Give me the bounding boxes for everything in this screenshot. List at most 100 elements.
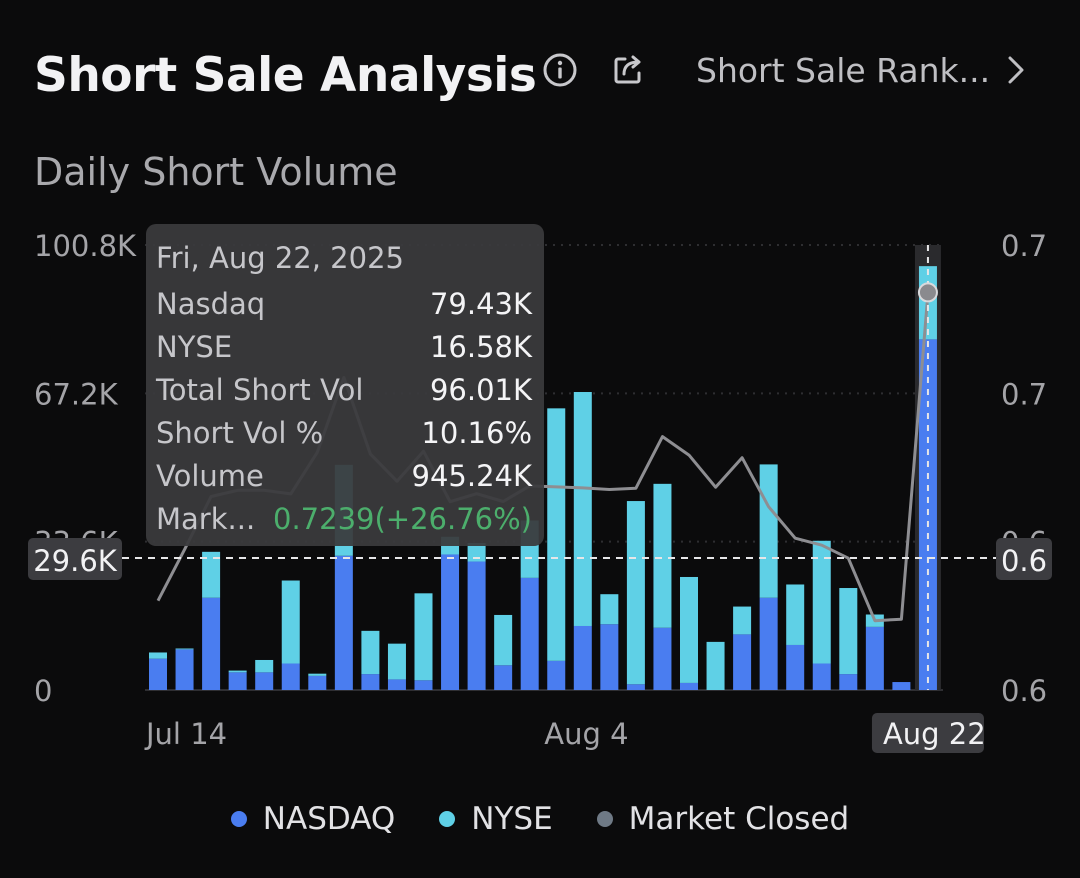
bar-nasdaq (228, 672, 247, 690)
x-tick-label: Aug 4 (544, 717, 628, 751)
tooltip-label: Mark... (156, 502, 256, 536)
bar-nyse (547, 408, 566, 661)
legend-dot-market-closed (596, 811, 613, 827)
chevron-right-icon (1006, 54, 1026, 86)
crosshair-right-label-bg (996, 538, 1052, 580)
tooltip-label: Short Vol % (156, 416, 324, 450)
bar-nasdaq (361, 674, 380, 690)
bar-nasdaq (387, 679, 406, 690)
y-right-tick-label: 0.6 (1001, 674, 1047, 708)
bar-nasdaq (441, 554, 460, 690)
tooltip-row-short-vol-pct: Short Vol % 10.16% (156, 412, 532, 455)
y-right-tick-label: 0.7 (1001, 229, 1047, 263)
bar-nasdaq (759, 597, 778, 690)
bar-nasdaq (786, 644, 805, 690)
x-tick-label: Aug 22 (883, 717, 986, 751)
bar-nasdaq (839, 674, 858, 690)
crosshair-right-value: 0.6 (1001, 544, 1047, 578)
bar-nasdaq (573, 625, 592, 690)
bar-nyse (387, 643, 406, 680)
bar-nasdaq (600, 624, 619, 690)
legend-item-nyse[interactable]: NYSE (439, 801, 553, 837)
tooltip-row-volume: Volume 945.24K (156, 455, 532, 498)
bar-nasdaq (414, 680, 433, 690)
y-left-tick-label: 0 (34, 674, 52, 708)
bar-nasdaq (494, 665, 513, 690)
tooltip-date: Fri, Aug 22, 2025 (156, 241, 404, 275)
selected-price-point (917, 282, 938, 303)
tooltip-label: Volume (156, 459, 264, 493)
tooltip-value: 945.24K (411, 459, 533, 493)
y-left-tick-label: 100.8K (34, 229, 137, 263)
x-selected-label-bg (871, 713, 984, 753)
header: Short Sale Analysis Short Sale Rank... (34, 40, 1050, 110)
tooltip-row-nasdaq: Nasdaq 79.43K (156, 283, 532, 326)
bar-nasdaq (149, 658, 167, 690)
bar-nyse (786, 584, 805, 645)
bar-nyse (839, 588, 858, 675)
bar-nasdaq (520, 577, 539, 690)
legend-dot-nyse (439, 811, 456, 827)
bar-nasdaq (733, 634, 752, 690)
bar-nyse (653, 483, 672, 628)
info-icon[interactable] (542, 52, 578, 88)
bar-nasdaq (892, 682, 911, 690)
tooltip-value: 16.58K (429, 330, 532, 364)
bar-nasdaq (281, 663, 300, 690)
bar-nyse (414, 593, 433, 681)
bar-nyse (308, 673, 327, 676)
bar-nyse (494, 614, 513, 666)
chart-legend: NASDAQ NYSE Market Closed (0, 798, 1080, 840)
bar-nasdaq (812, 663, 831, 690)
short-sale-rank-link[interactable]: Short Sale Rank... (696, 48, 1046, 92)
bar-nasdaq (308, 675, 327, 690)
bar-nyse (812, 540, 831, 664)
bar-nasdaq (865, 626, 884, 690)
short-sale-rank-label: Short Sale Rank... (696, 50, 991, 90)
bar-nyse (600, 594, 619, 625)
tooltip-label: Nasdaq (156, 287, 266, 321)
share-icon[interactable] (610, 52, 646, 88)
bar-nasdaq (202, 597, 221, 690)
tooltip-label: Total Short Vol (156, 373, 364, 407)
y-right-tick-label: 0.7 (1001, 377, 1047, 411)
bar-nasdaq (680, 682, 698, 690)
bar-nasdaq (255, 672, 274, 690)
legend-item-market-closed[interactable]: Market Closed (596, 801, 850, 837)
legend-label: NYSE (471, 801, 553, 837)
tooltip-row-total-short-vol: Total Short Vol 96.01K (156, 369, 532, 412)
bar-nyse (228, 670, 247, 673)
tooltip-label: NYSE (156, 330, 233, 364)
bar-nasdaq (626, 684, 645, 690)
bar-nyse (202, 551, 221, 598)
tooltip-row-market-price: Mark... 0.7239(+26.76%) (156, 498, 532, 541)
tooltip-row-nyse: NYSE 16.58K (156, 326, 532, 369)
bar-nasdaq (175, 649, 194, 690)
legend-label: Market Closed (628, 801, 850, 837)
tooltip-value: 79.43K (429, 287, 532, 321)
bar-nyse (175, 648, 194, 650)
bar-nyse (255, 659, 274, 673)
bar-nyse (149, 652, 167, 659)
crosshair-left-label-bg (28, 538, 122, 580)
y-left-tick-label: 67.2K (34, 377, 119, 411)
bar-nyse (733, 606, 752, 635)
tooltip-value: 10.16% (421, 416, 532, 450)
bar-nyse (680, 576, 698, 683)
crosshair-left-value: 29.6K (33, 544, 118, 578)
bar-nasdaq (334, 555, 353, 690)
legend-dot-nasdaq (230, 811, 247, 827)
bar-nyse (573, 392, 592, 626)
bar-nyse (467, 542, 486, 562)
bar-nyse (626, 501, 645, 685)
bar-nasdaq (467, 561, 486, 690)
bar-nyse (759, 464, 778, 598)
bar-nyse (361, 630, 380, 675)
bar-nyse (706, 641, 725, 690)
chart-subtitle: Daily Short Volume (34, 150, 398, 194)
legend-item-nasdaq[interactable]: NASDAQ (230, 801, 395, 837)
tooltip-value: 0.7239(+26.76%) (273, 502, 532, 536)
tooltip-value: 96.01K (429, 373, 532, 407)
bar-nyse (281, 580, 300, 664)
